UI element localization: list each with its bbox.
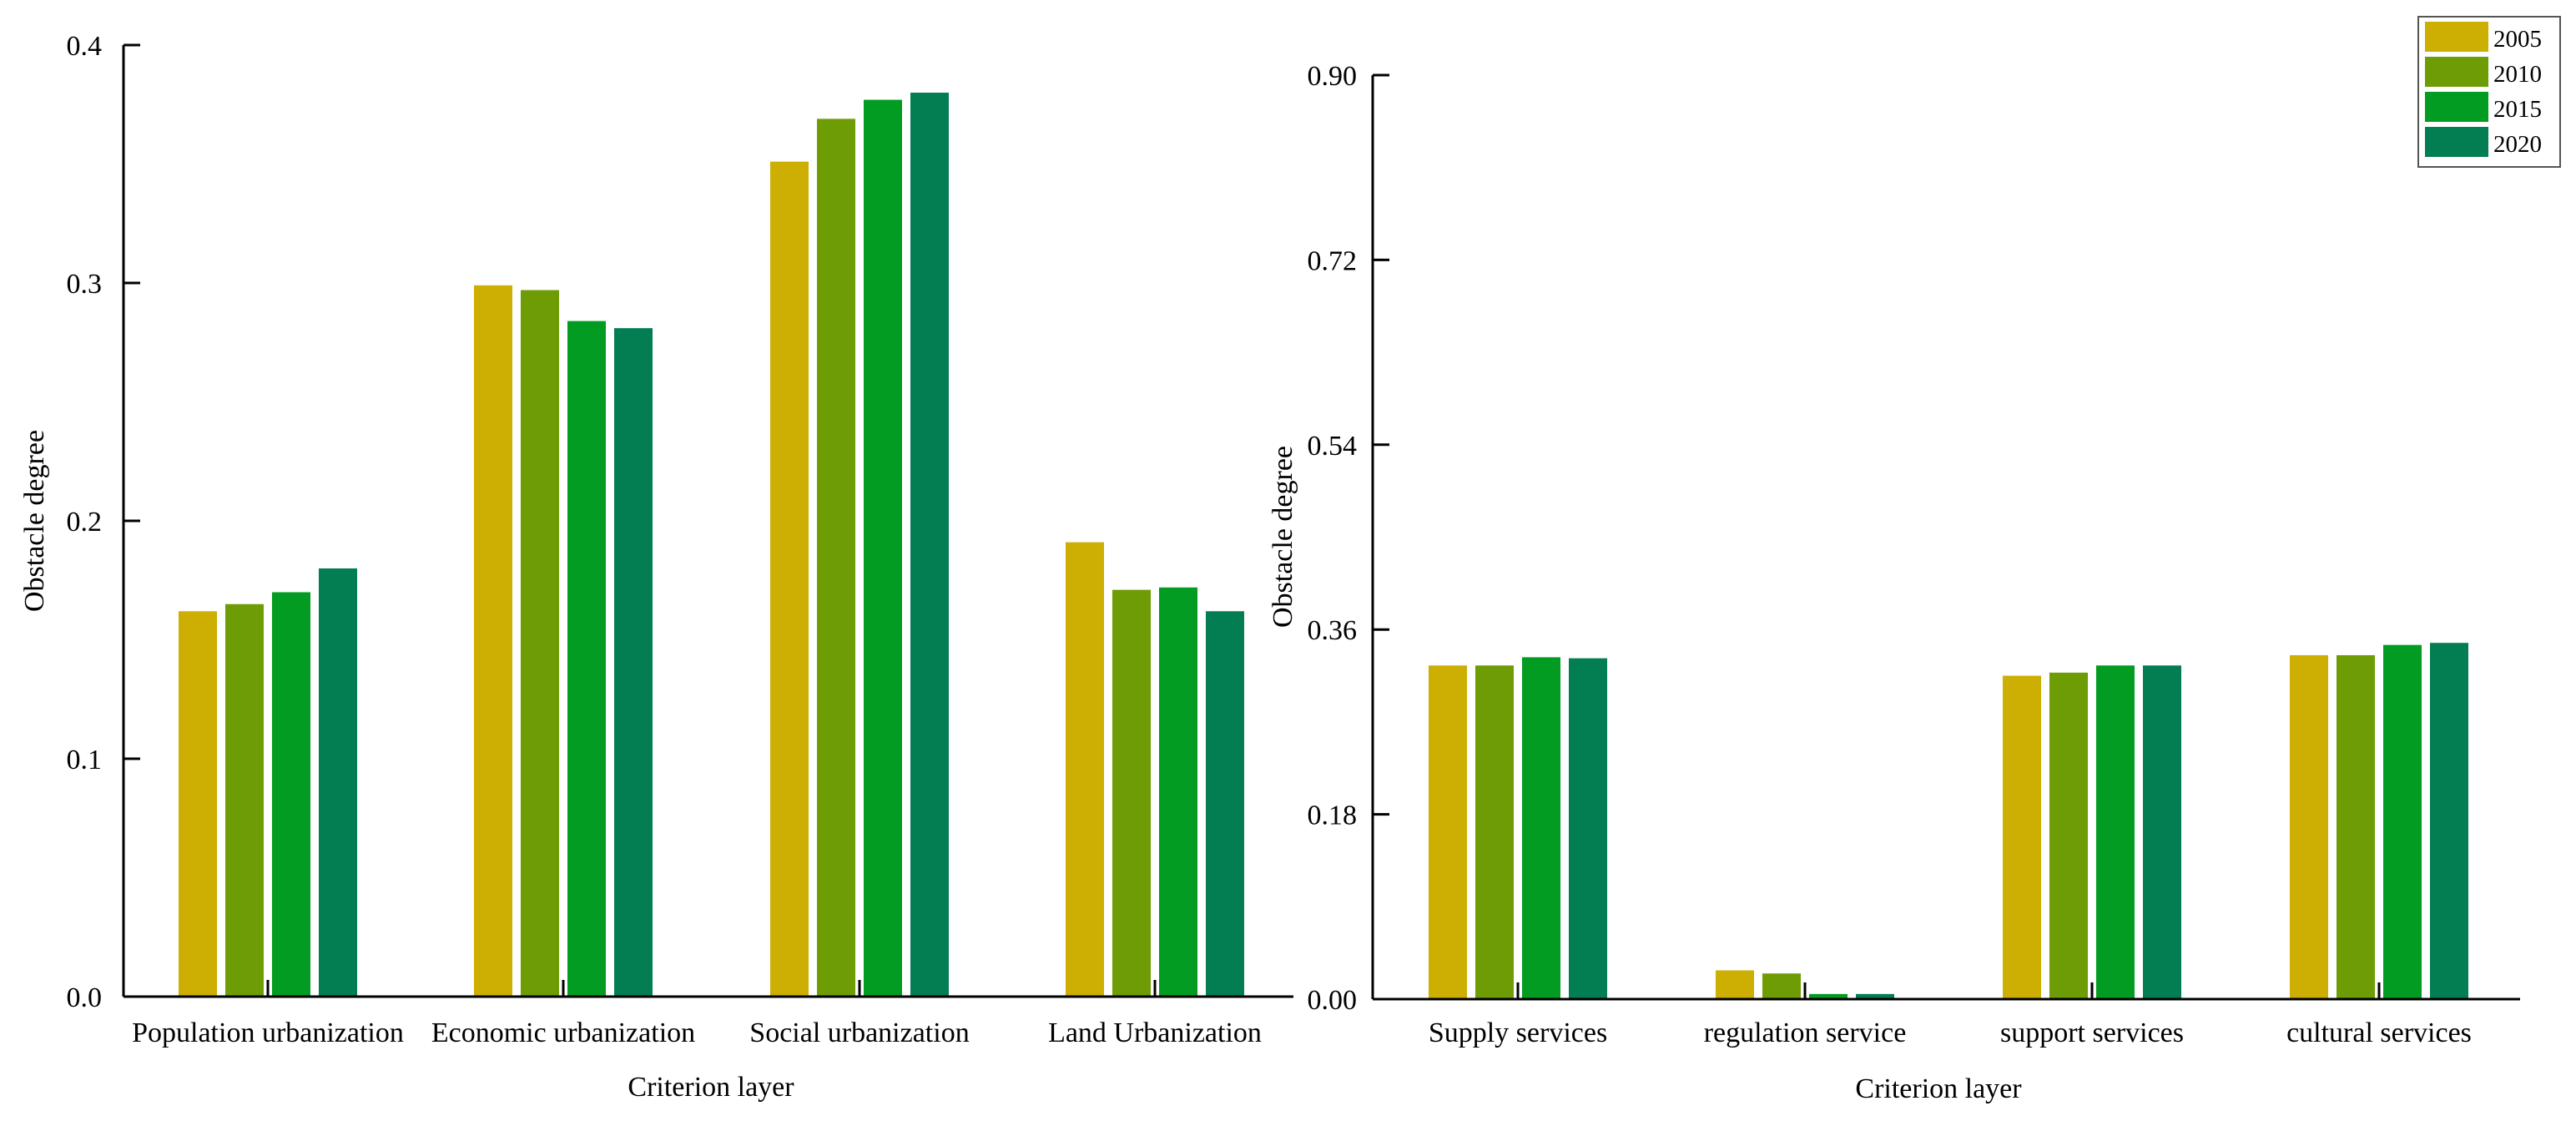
x-category-label: Land Urbanization	[1048, 1017, 1262, 1048]
bar-2015-4	[1159, 587, 1197, 997]
y-tick-label: 0.3	[67, 269, 103, 300]
bar-2005-3	[770, 161, 809, 997]
bar-2015-4	[2383, 644, 2422, 999]
bar-2010-4	[1112, 589, 1151, 997]
x-category-label: support services	[2000, 1017, 2184, 1048]
right-chart-panel: 0.00 0.18 0.36 0.54 0.72 0.90 Supply services r…	[1268, 61, 2520, 1104]
legend-swatch-2015	[2425, 92, 2488, 122]
bar-2020-2	[1856, 993, 1894, 999]
x-category-label: cultural services	[2286, 1017, 2472, 1048]
bar-2020-3	[910, 93, 949, 997]
bar-2015-1	[272, 592, 310, 997]
bar-2010-2	[521, 290, 559, 997]
legend-swatch-2020	[2425, 127, 2488, 157]
y-tick-label: 0.36	[1308, 615, 1358, 646]
bar-2010-1	[1475, 665, 1514, 999]
bar-2005-1	[179, 611, 217, 997]
legend-swatch-2010	[2425, 57, 2488, 87]
bar-2015-3	[864, 99, 902, 997]
x-category-label: Economic urbanization	[431, 1017, 695, 1048]
y-tick-label: 0.2	[67, 507, 103, 538]
legend-label-2005: 2005	[2493, 26, 2542, 53]
legend-swatch-2005	[2425, 22, 2488, 52]
x-category-label: regulation service	[1704, 1017, 1907, 1048]
y-tick-label: 0.54	[1308, 431, 1358, 462]
bar-2020-1	[1569, 658, 1607, 999]
bar-2015-2	[567, 321, 606, 997]
legend-label-2020: 2020	[2493, 131, 2542, 158]
bar-2010-2	[1762, 973, 1801, 999]
bar-2020-2	[614, 328, 653, 997]
bar-2015-1	[1522, 657, 1560, 999]
bar-2015-2	[1809, 993, 1848, 999]
left-chart-panel: 0.0 0.1 0.2 0.3 0.4 Population urbanization Ec…	[19, 31, 1293, 1103]
bar-2010-3	[817, 119, 855, 997]
y-tick-label: 0.0	[67, 982, 103, 1013]
y-tick-label: 0.18	[1308, 800, 1358, 831]
bar-2010-3	[2049, 672, 2088, 999]
x-category-label: Population urbanization	[132, 1017, 404, 1048]
legend-label-2010: 2010	[2493, 61, 2542, 88]
bar-2010-1	[225, 603, 264, 997]
legend-label-2015: 2015	[2493, 96, 2542, 123]
y-tick-label: 0.90	[1308, 61, 1358, 92]
y-axis-title: Obstacle degree	[19, 430, 50, 612]
x-axis-title: Criterion layer	[628, 1072, 794, 1103]
bar-2020-4	[2430, 643, 2468, 999]
x-category-label: Social urbanization	[749, 1017, 969, 1048]
bar-2020-1	[319, 568, 357, 997]
bar-2005-2	[474, 285, 512, 997]
y-tick-label: 0.72	[1308, 245, 1358, 276]
x-axis-title: Criterion layer	[1855, 1073, 2022, 1104]
bar-2020-4	[1206, 611, 1244, 997]
bar-2010-4	[2337, 654, 2375, 999]
y-tick-label: 0.1	[67, 745, 103, 775]
y-axis-title: Obstacle degree	[1268, 446, 1298, 628]
bar-2005-3	[2003, 675, 2041, 999]
bar-2005-4	[2290, 654, 2328, 999]
bar-2005-4	[1066, 542, 1104, 997]
legend: 2005 2010 2015 2020	[2417, 16, 2561, 168]
y-tick-label: 0.4	[67, 31, 103, 62]
bar-2005-2	[1716, 970, 1754, 999]
bar-2005-1	[1429, 665, 1467, 999]
y-tick-label: 0.00	[1308, 985, 1358, 1016]
bar-2015-3	[2096, 665, 2135, 999]
x-category-label: Supply services	[1429, 1017, 1607, 1048]
bar-2020-3	[2143, 665, 2181, 999]
